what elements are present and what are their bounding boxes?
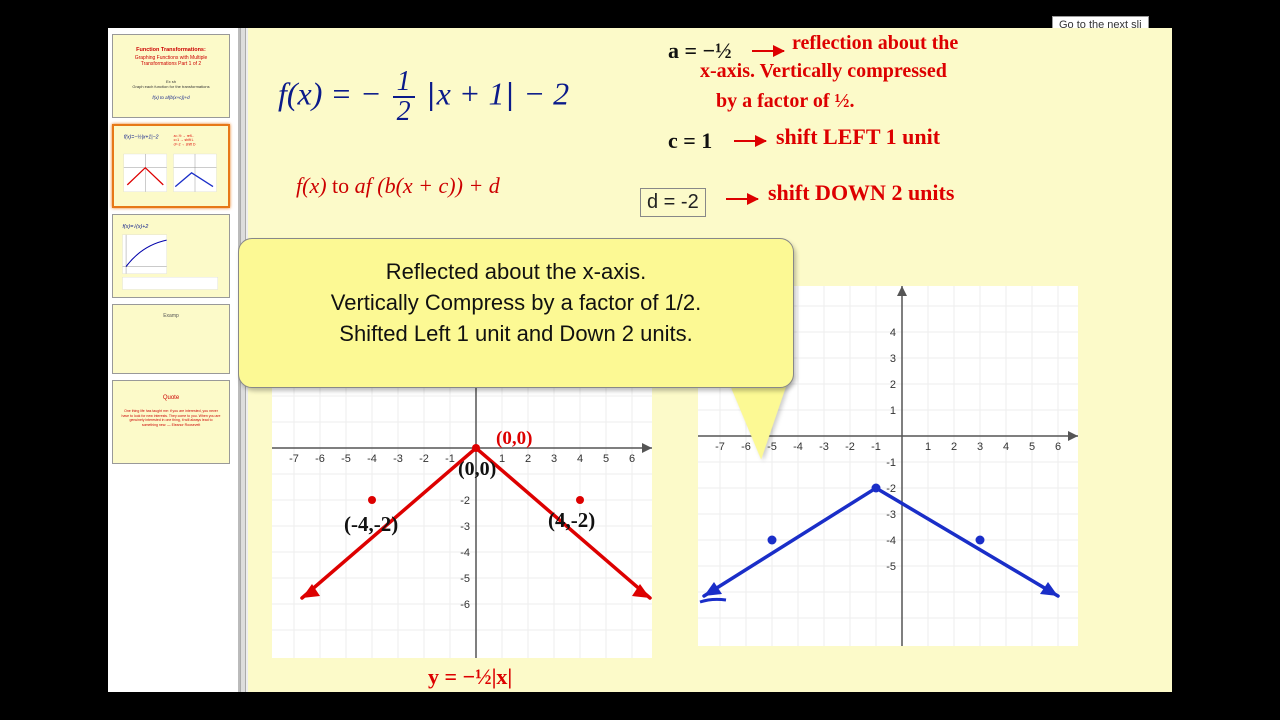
callout-line3: Shifted Left 1 unit and Down 2 units. bbox=[253, 319, 779, 350]
eq-x: x bbox=[298, 75, 312, 111]
pt-right-left: (4,-2) bbox=[548, 508, 595, 533]
svg-text:3: 3 bbox=[551, 453, 557, 465]
svg-text:d=-2 → shift D: d=-2 → shift D bbox=[174, 142, 196, 146]
eq-fraction: 1 2 bbox=[393, 68, 415, 126]
slide-thumbnail-panel: Function Transformations: Graphing Funct… bbox=[108, 28, 240, 692]
svg-text:4: 4 bbox=[1003, 441, 1009, 453]
arrow-d-icon bbox=[726, 198, 758, 200]
thumb-1[interactable]: Function Transformations: Graphing Funct… bbox=[112, 34, 230, 118]
thumb-3[interactable]: f(x)=√(x)+2 bbox=[112, 214, 230, 298]
note-a-2: x-axis. Vertically compressed bbox=[700, 60, 947, 83]
svg-text:-2: -2 bbox=[460, 495, 470, 507]
svg-text:-5: -5 bbox=[886, 561, 896, 573]
callout-line2: Vertically Compress by a factor of 1/2. bbox=[253, 288, 779, 319]
svg-text:6: 6 bbox=[1055, 441, 1061, 453]
thumb-2[interactable]: f(x)=−½|x+1|−2 a=-½ → refl... c=1 → shif… bbox=[112, 124, 230, 208]
svg-text:-1: -1 bbox=[886, 457, 896, 469]
svg-text:1: 1 bbox=[925, 441, 931, 453]
svg-text:1: 1 bbox=[499, 453, 505, 465]
svg-text:-7: -7 bbox=[715, 441, 725, 453]
main-equation: f(x) = − 1 2 |x + 1| − 2 bbox=[278, 68, 569, 126]
svg-text:f(x)=−½|x+1|−2: f(x)=−½|x+1|−2 bbox=[124, 134, 159, 141]
svg-text:c=1 → shift L: c=1 → shift L bbox=[174, 138, 194, 142]
note-a-3: by a factor of ½. bbox=[716, 90, 855, 113]
svg-text:-1: -1 bbox=[871, 441, 881, 453]
pt-left-left: (-4,-2) bbox=[344, 512, 398, 537]
pt-origin-red: (0,0) bbox=[496, 428, 532, 450]
svg-text:-3: -3 bbox=[393, 453, 403, 465]
eq-f: f bbox=[278, 75, 287, 111]
svg-text:3: 3 bbox=[977, 441, 983, 453]
svg-text:-5: -5 bbox=[341, 453, 351, 465]
svg-text:-4: -4 bbox=[460, 547, 470, 559]
slide-canvas: f(x) = − 1 2 |x + 1| − 2 f(x) to af (b(x… bbox=[248, 28, 1172, 692]
eq-tail: − 2 bbox=[523, 75, 569, 111]
svg-text:2: 2 bbox=[890, 379, 896, 391]
svg-text:-4: -4 bbox=[367, 453, 377, 465]
transformation-form: f(x) to af (b(x + c)) + d bbox=[296, 173, 500, 199]
note-a-1: reflection about the bbox=[792, 32, 958, 55]
svg-text:-6: -6 bbox=[460, 599, 470, 611]
svg-text:-3: -3 bbox=[819, 441, 829, 453]
svg-text:-3: -3 bbox=[460, 521, 470, 533]
svg-text:2: 2 bbox=[525, 453, 531, 465]
thumb-5[interactable]: Quote One thing life has taught me: if y… bbox=[112, 380, 230, 464]
svg-text:-3: -3 bbox=[886, 509, 896, 521]
param-d-highlight: d = -2 bbox=[640, 188, 706, 217]
param-c: c = 1 bbox=[668, 128, 712, 154]
transformation-summary-callout: Reflected about the x-axis. Vertically C… bbox=[238, 238, 794, 388]
svg-text:-7: -7 bbox=[289, 453, 299, 465]
svg-text:6: 6 bbox=[629, 453, 635, 465]
svg-text:a=-½ → refl...: a=-½ → refl... bbox=[174, 134, 195, 138]
arrow-c-icon bbox=[734, 140, 766, 142]
svg-text:4: 4 bbox=[890, 327, 896, 339]
note-c: shift LEFT 1 unit bbox=[776, 124, 940, 150]
svg-text:-6: -6 bbox=[315, 453, 325, 465]
svg-text:-5: -5 bbox=[460, 573, 470, 585]
svg-text:3: 3 bbox=[890, 353, 896, 365]
graph-left-eq: y = −½|x| bbox=[428, 664, 512, 690]
eq-eq: = − bbox=[322, 75, 381, 111]
svg-text:4: 4 bbox=[577, 453, 583, 465]
callout-line1: Reflected about the x-axis. bbox=[253, 257, 779, 288]
svg-text:5: 5 bbox=[1029, 441, 1035, 453]
thumb-4[interactable]: Examp bbox=[112, 304, 230, 374]
note-d: shift DOWN 2 units bbox=[768, 180, 954, 206]
svg-text:1: 1 bbox=[890, 405, 896, 417]
pt-vertex-left: (0,0) bbox=[458, 458, 496, 481]
arrow-a-icon bbox=[752, 50, 784, 52]
svg-text:2: 2 bbox=[951, 441, 957, 453]
svg-text:-2: -2 bbox=[845, 441, 855, 453]
svg-text:-2: -2 bbox=[419, 453, 429, 465]
eq-abs: x + 1 bbox=[437, 75, 505, 111]
svg-text:5: 5 bbox=[603, 453, 609, 465]
svg-text:f(x)=√(x)+2: f(x)=√(x)+2 bbox=[123, 223, 149, 230]
svg-text:-4: -4 bbox=[886, 535, 896, 547]
svg-text:-1: -1 bbox=[445, 453, 455, 465]
